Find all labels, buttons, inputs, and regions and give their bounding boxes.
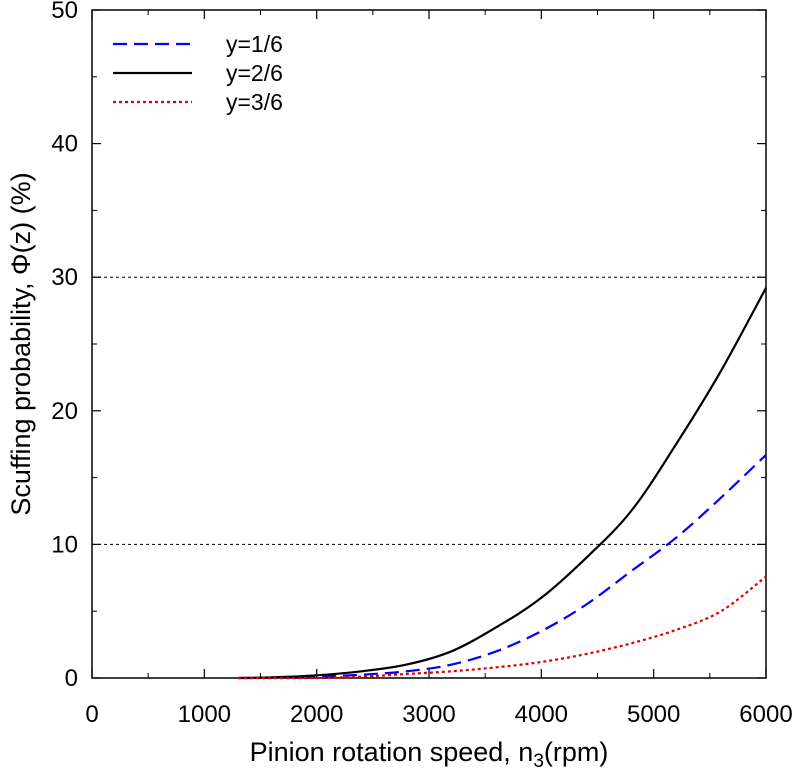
x-tick-label: 0 (85, 701, 98, 728)
legend-label-3: y=3/6 (226, 89, 283, 115)
y-tick-label: 40 (51, 131, 78, 158)
series-line-1 (237, 454, 767, 680)
x-axis-label: Pinion rotation speed, n3(rpm) (250, 737, 609, 772)
x-tick-label: 1000 (178, 701, 231, 728)
axis-ticks (91, 9, 767, 679)
y-tick-label: 0 (65, 665, 78, 692)
series-line-3 (238, 575, 767, 680)
x-tick-label: 3000 (402, 701, 455, 728)
plot-frame (91, 9, 767, 679)
x-tick-label: 5000 (627, 701, 680, 728)
x-tick-label: 6000 (739, 701, 792, 728)
x-tick-label: 4000 (515, 701, 568, 728)
legend-label-2: y=2/6 (226, 60, 283, 86)
y-tick-label: 30 (51, 264, 78, 291)
x-tick-labels: 0 1000 2000 3000 4000 5000 6000 (85, 701, 792, 728)
legend: y=1/6 y=2/6 y=3/6 (113, 31, 283, 115)
y-axis-label: Scuffing probability, Φ(z) (%) (6, 172, 36, 515)
y-tick-label: 20 (51, 398, 78, 425)
series-line-2 (237, 287, 767, 680)
y-tick-label: 10 (51, 531, 78, 558)
y-tick-labels: 0 10 20 30 40 50 (51, 0, 78, 692)
series-lines (237, 287, 767, 680)
x-tick-label: 2000 (290, 701, 343, 728)
reference-lines (92, 276, 766, 545)
legend-label-1: y=1/6 (226, 31, 283, 57)
y-tick-label: 50 (51, 0, 78, 24)
plot-area (91, 9, 767, 680)
